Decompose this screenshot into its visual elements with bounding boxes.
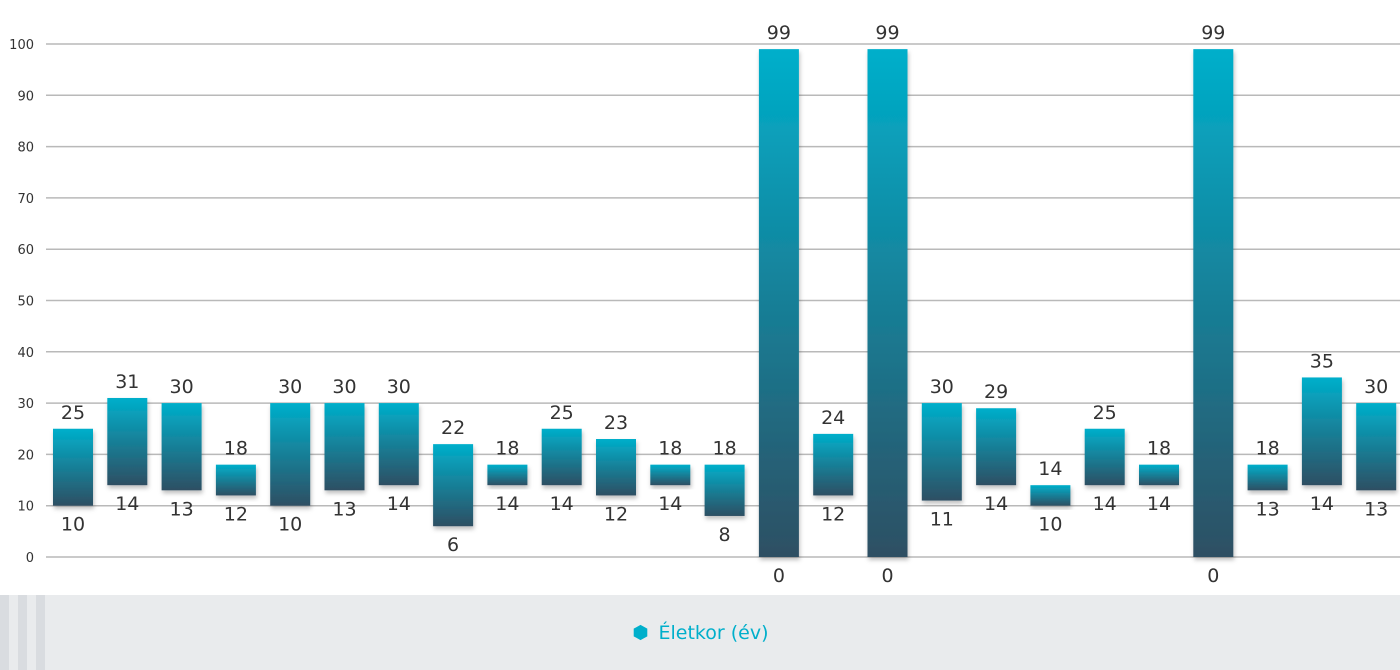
- high-value-label: 18: [713, 438, 737, 460]
- high-value-label: 25: [1093, 402, 1117, 424]
- data-labels: 25 10 31 14 30 13 18 12 30 10 30 13 30 14 22 6 18 14 25 14 2…: [61, 22, 1388, 587]
- low-value-label: 10: [1038, 514, 1062, 536]
- high-value-label: 18: [658, 438, 682, 460]
- low-value-label: 12: [821, 503, 845, 525]
- range-bar[interactable]: [867, 49, 908, 557]
- y-tick-label: 0: [26, 551, 34, 566]
- low-value-label: 0: [1207, 565, 1219, 587]
- legend-item[interactable]: Életkor (év): [0, 595, 1400, 670]
- low-value-label: 12: [604, 503, 628, 525]
- range-bar[interactable]: [541, 428, 582, 486]
- high-value-label: 18: [1256, 438, 1280, 460]
- high-value-label: 99: [767, 22, 791, 44]
- high-value-label: 30: [930, 376, 954, 398]
- low-value-label: 13: [170, 498, 194, 520]
- high-value-label: 24: [821, 407, 845, 429]
- low-value-label: 8: [719, 524, 731, 546]
- range-bar[interactable]: [270, 403, 311, 506]
- range-bar[interactable]: [1356, 403, 1397, 491]
- range-bar[interactable]: [921, 403, 962, 501]
- y-tick-label: 10: [17, 500, 34, 515]
- high-value-label: 22: [441, 417, 465, 439]
- y-tick-label: 90: [17, 89, 34, 104]
- high-value-label: 99: [875, 22, 899, 44]
- y-tick-label: 20: [17, 448, 34, 463]
- low-value-label: 13: [332, 498, 356, 520]
- low-value-label: 14: [1093, 493, 1117, 515]
- low-value-label: 11: [930, 509, 954, 531]
- low-value-label: 6: [447, 534, 459, 556]
- y-tick-label: 80: [17, 141, 34, 156]
- range-bar[interactable]: [433, 444, 474, 527]
- high-value-label: 99: [1201, 22, 1225, 44]
- range-bar[interactable]: [215, 464, 256, 496]
- high-value-label: 25: [550, 402, 574, 424]
- high-value-label: 30: [387, 376, 411, 398]
- low-value-label: 14: [984, 493, 1008, 515]
- range-bar[interactable]: [596, 439, 636, 496]
- low-value-label: 14: [658, 493, 682, 515]
- range-bar[interactable]: [487, 464, 528, 486]
- low-value-label: 0: [881, 565, 893, 587]
- range-bar[interactable]: [378, 403, 419, 486]
- low-value-label: 10: [278, 514, 302, 536]
- range-bar[interactable]: [1139, 464, 1179, 486]
- high-value-label: 30: [170, 376, 194, 398]
- range-bar[interactable]: [758, 49, 799, 557]
- high-value-label: 31: [115, 371, 139, 393]
- range-bar[interactable]: [1193, 49, 1234, 557]
- low-value-label: 14: [495, 493, 519, 515]
- range-bar[interactable]: [650, 464, 691, 486]
- low-value-label: 0: [773, 565, 785, 587]
- range-bar[interactable]: [704, 464, 745, 516]
- decorative-stripe: [18, 595, 27, 670]
- high-value-label: 23: [604, 412, 628, 434]
- y-tick-label: 30: [17, 397, 34, 412]
- y-tick-label: 40: [17, 346, 34, 361]
- bars: [53, 49, 1397, 557]
- range-bar[interactable]: [161, 403, 202, 491]
- range-bar[interactable]: [813, 433, 854, 496]
- high-value-label: 25: [61, 402, 85, 424]
- y-tick-label: 100: [9, 38, 34, 53]
- low-value-label: 13: [1256, 498, 1280, 520]
- range-bar[interactable]: [1301, 377, 1342, 486]
- range-bar[interactable]: [1030, 485, 1071, 506]
- high-value-label: 35: [1310, 350, 1334, 372]
- low-value-label: 14: [1310, 493, 1334, 515]
- y-tick-label: 50: [17, 295, 34, 310]
- hexagon-icon: [633, 624, 647, 641]
- chart-area: 0 10 20 30 40 50 60 70 80 90 100 25 10 31 14 30 13 18 12 3…: [9, 22, 1400, 587]
- range-bar[interactable]: [107, 397, 148, 486]
- legend-label: Életkor (év): [658, 621, 769, 644]
- high-value-label: 29: [984, 381, 1008, 403]
- high-value-label: 18: [495, 438, 519, 460]
- range-bar[interactable]: [324, 403, 365, 491]
- low-value-label: 14: [387, 493, 411, 515]
- high-value-label: 18: [224, 438, 248, 460]
- low-value-label: 13: [1364, 498, 1388, 520]
- low-value-label: 14: [1147, 493, 1171, 515]
- decorative-stripe: [0, 595, 9, 670]
- high-value-label: 30: [278, 376, 302, 398]
- range-bar[interactable]: [53, 428, 93, 506]
- range-bar[interactable]: [976, 408, 1017, 486]
- low-value-label: 12: [224, 503, 248, 525]
- y-axis-tick-labels: 0 10 20 30 40 50 60 70 80 90 100: [9, 38, 34, 566]
- low-value-label: 10: [61, 514, 85, 536]
- range-bar[interactable]: [1084, 428, 1125, 486]
- low-value-label: 14: [550, 493, 574, 515]
- high-value-label: 30: [332, 376, 356, 398]
- range-bar[interactable]: [1247, 464, 1288, 491]
- high-value-label: 18: [1147, 438, 1171, 460]
- high-value-label: 30: [1364, 376, 1388, 398]
- decorative-stripe: [36, 595, 45, 670]
- y-tick-label: 70: [17, 192, 34, 207]
- y-tick-label: 60: [17, 243, 34, 258]
- low-value-label: 14: [115, 493, 139, 515]
- high-value-label: 14: [1038, 458, 1062, 480]
- legend-panel: Életkor (év): [0, 595, 1400, 670]
